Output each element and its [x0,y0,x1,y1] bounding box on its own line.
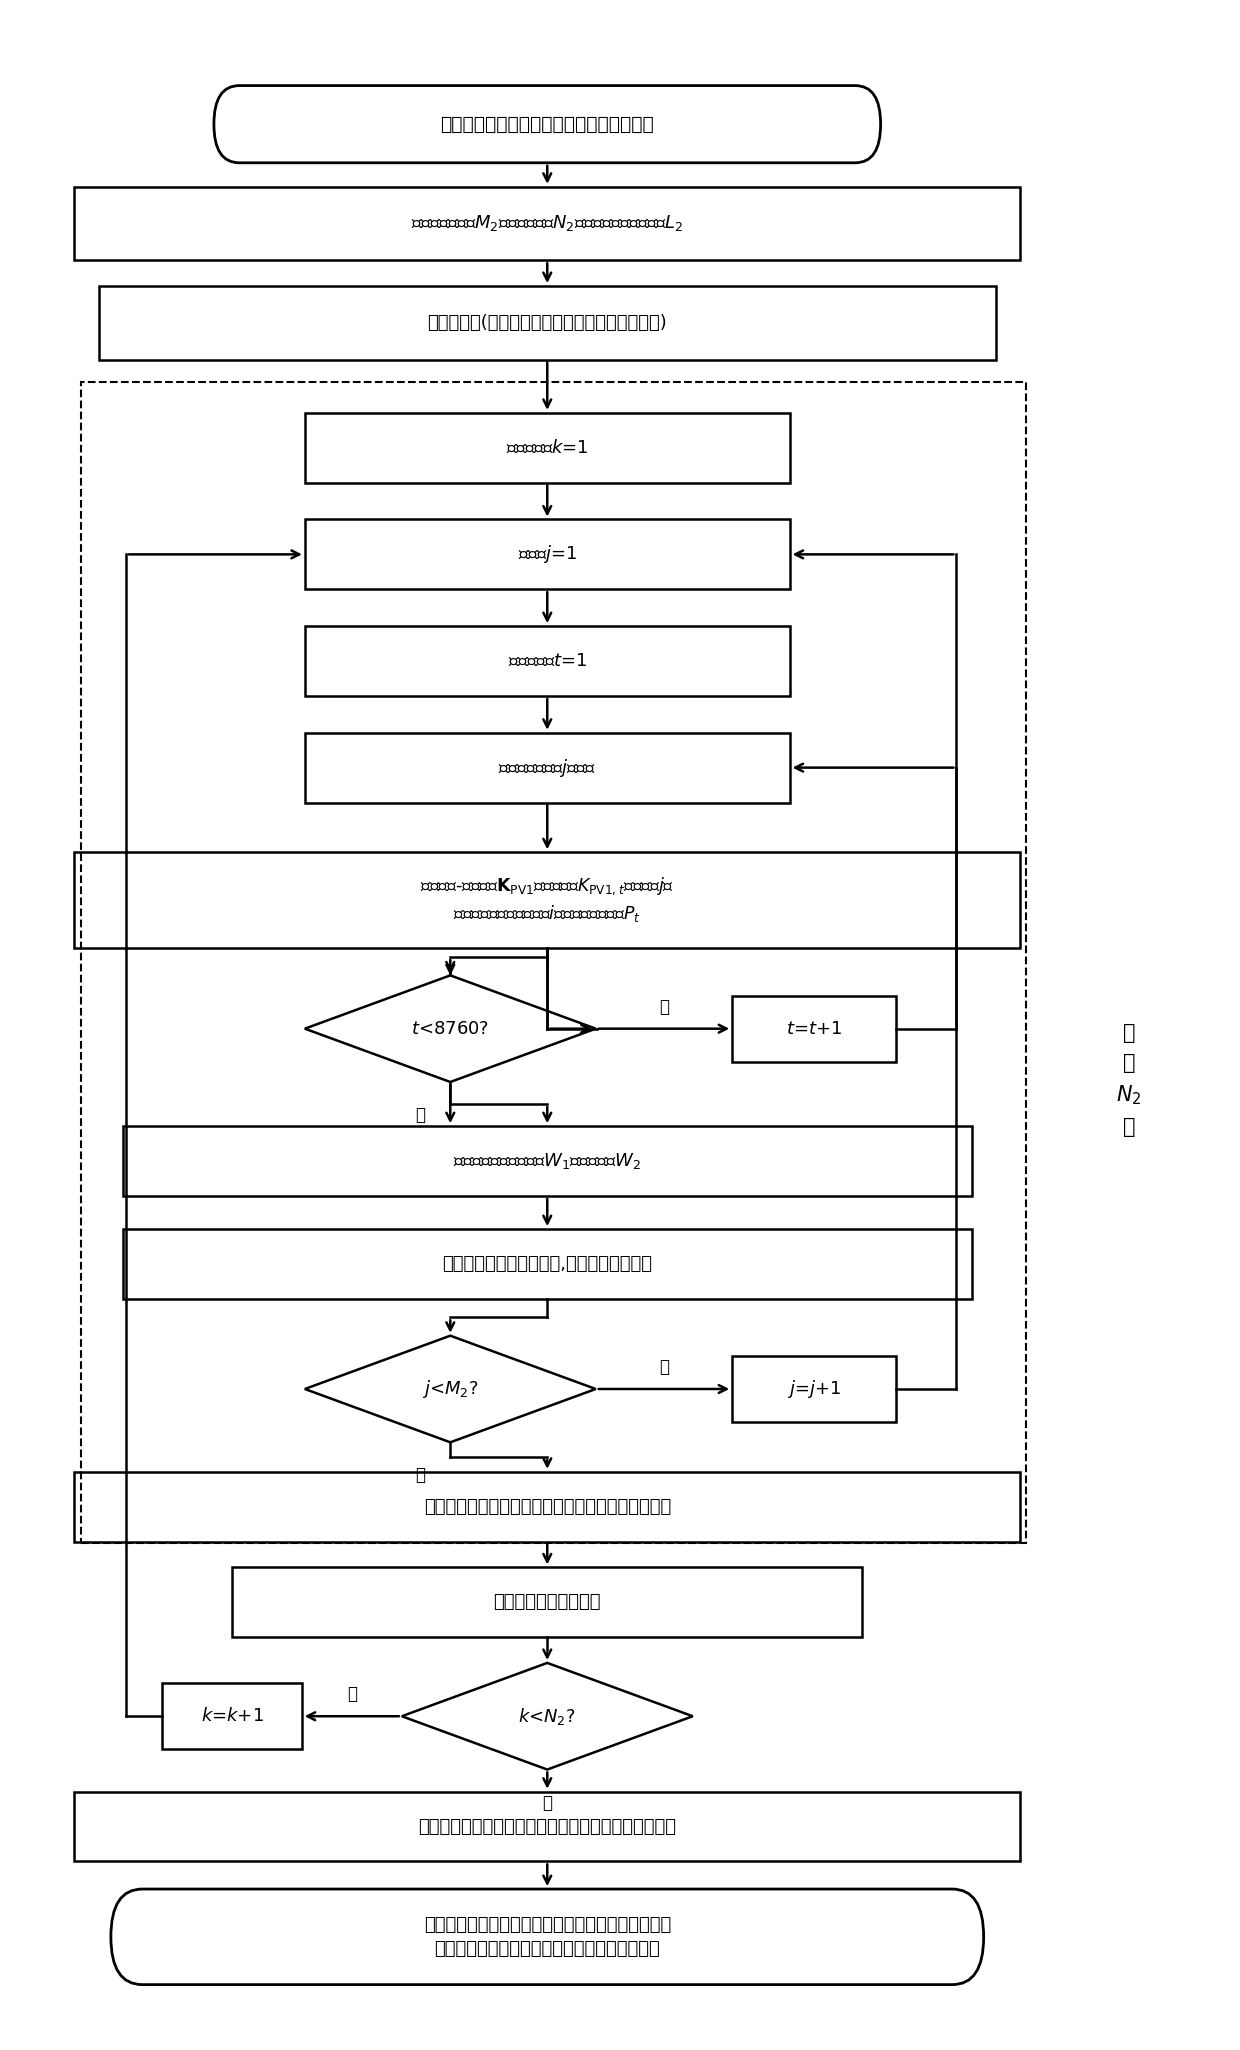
Text: 个体数$j$=1: 个体数$j$=1 [517,543,577,566]
Bar [99,285,996,359]
Bar [123,1125,972,1195]
Text: 设置种群大小为$M_2$、繁衍代数为$N_2$、个体二进制编码长度$L_2$: 设置种群大小为$M_2$、繁衍代数为$N_2$、个体二进制编码长度$L_2$ [412,213,683,234]
Text: 计算电站全寿命周期收益,赋值给适应度函数: 计算电站全寿命周期收益,赋值给适应度函数 [443,1255,652,1273]
Polygon shape [305,1337,595,1443]
Bar [74,1792,1021,1861]
Text: 繁衍子代数$k$=1: 繁衍子代数$k$=1 [506,439,589,457]
Text: $k$=$k$+1: $k$=$k$+1 [201,1708,263,1726]
FancyBboxPatch shape [215,86,880,162]
Bar [81,381,1025,1544]
Text: $j$<$M_2$?: $j$<$M_2$? [422,1378,479,1400]
Text: 是: 是 [658,1357,668,1376]
Text: 是: 是 [347,1685,357,1704]
Text: 比较求得所有子代个体对应的适应度函数最大值并记录: 比较求得所有子代个体对应的适应度函数最大值并记录 [418,1818,676,1835]
Bar [305,625,790,695]
Text: 输出光伏电站全寿命周期收益的最大值、并网光伏最
佳准入容量、最佳准入容量规划电站的年弃光量: 输出光伏电站全寿命周期收益的最大值、并网光伏最 佳准入容量、最佳准入容量规划电站… [424,1917,671,1958]
Polygon shape [402,1663,693,1769]
Text: $t$=$t$+1: $t$=$t$+1 [786,1019,842,1037]
Text: $k$<$N_2$?: $k$<$N_2$? [518,1706,577,1726]
Bar [732,996,895,1062]
Bar [732,1355,895,1423]
Bar [74,853,1021,947]
Text: 初始化种群(种群中个体信息表征光伏的装机容量): 初始化种群(种群中个体信息表征光伏的装机容量) [428,314,667,332]
Text: 个体选择、交叉、变异: 个体选择、交叉、变异 [494,1593,601,1611]
Text: 输入评估光伏电站全寿命周期收益所需参数: 输入评估光伏电站全寿命周期收益所需参数 [440,115,655,133]
Text: 是: 是 [658,998,668,1015]
Text: 录入群体中个体$j$的信息: 录入群体中个体$j$的信息 [498,756,596,779]
Bar [305,412,790,482]
Bar [74,1472,1021,1542]
Text: 比较求得该子代中个体对应适应度函数最大值并记录: 比较求得该子代中个体对应适应度函数最大值并记录 [424,1499,671,1515]
Bar [305,519,790,588]
Bar [232,1568,863,1638]
Text: 否: 否 [415,1107,425,1123]
Text: $t$<8760?: $t$<8760? [412,1019,490,1037]
Text: 计算电站年理论发电量$W_1$、年弃光量$W_2$: 计算电站年理论发电量$W_1$、年弃光量$W_2$ [453,1150,641,1171]
Text: 否: 否 [415,1466,425,1484]
Text: 乘以容量-出力矩阵$\mathbf{K}_{\mathrm{PV1}}$中时刻元素$K_{\mathrm{PV1},t}$，将个体$j$表
征的光伏容量折算为节: 乘以容量-出力矩阵$\mathbf{K}_{\mathrm{PV1}}$中时刻元… [420,875,675,925]
FancyBboxPatch shape [110,1888,983,1984]
Bar [162,1683,301,1749]
Bar [123,1230,972,1300]
Polygon shape [305,976,595,1082]
Bar [305,732,790,802]
Text: 繁
衍
$N_2$
代: 繁 衍 $N_2$ 代 [1116,1023,1142,1138]
Text: 一年内时刻$t$=1: 一年内时刻$t$=1 [507,652,587,670]
Text: 否: 否 [542,1794,552,1812]
Bar [74,187,1021,260]
Text: $j$=$j$+1: $j$=$j$+1 [787,1378,841,1400]
